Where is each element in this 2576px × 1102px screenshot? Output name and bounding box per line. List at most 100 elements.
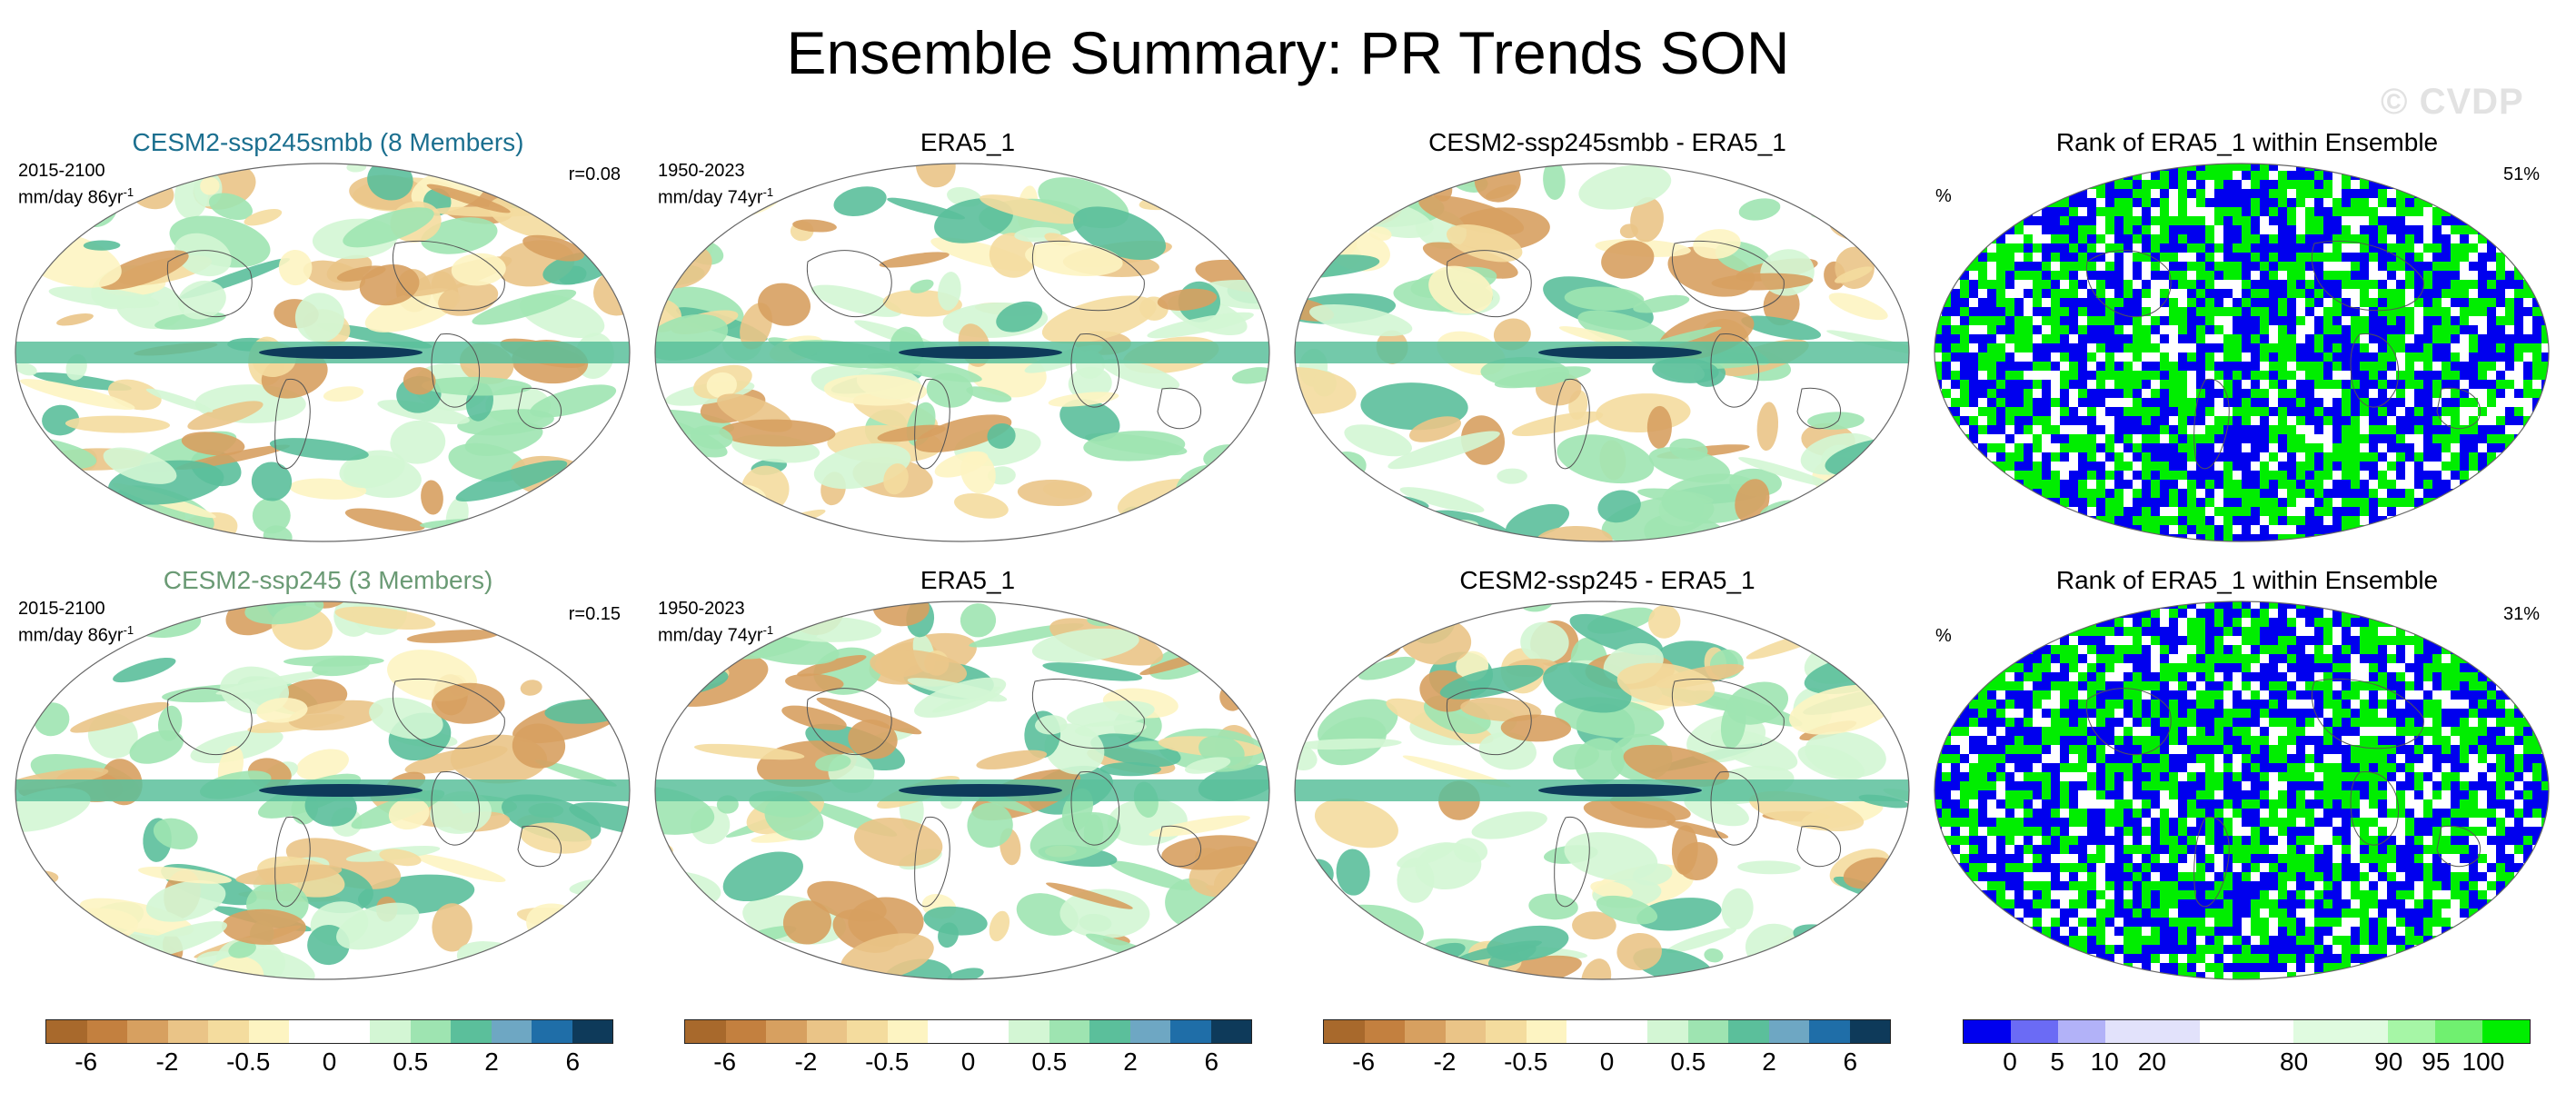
trend-blob — [426, 184, 511, 213]
rank-cell — [2287, 164, 2297, 172]
rank-cell — [1978, 171, 1988, 181]
rank-cell — [2451, 727, 2461, 737]
rank-cell — [2323, 627, 2333, 637]
rank-cell — [2278, 298, 2288, 308]
rank-cell — [1942, 189, 1952, 199]
rank-cell — [2042, 298, 2052, 308]
trend-blob — [44, 164, 104, 188]
rank-cell — [2541, 489, 2549, 499]
rank-cell — [2260, 763, 2270, 773]
rank-cell — [2169, 407, 2179, 417]
rank-cell — [2242, 207, 2252, 217]
rank-cell — [2360, 425, 2370, 435]
rank-cell — [1934, 763, 1943, 773]
rank-cell — [2378, 627, 2388, 637]
rank-cell — [1942, 207, 1952, 217]
trend-blob — [685, 521, 767, 541]
rank-cell — [1969, 398, 1979, 408]
rank-cell — [2269, 745, 2279, 755]
rank-cell — [2387, 452, 2397, 462]
rank-cell — [2278, 316, 2288, 326]
rank-cell — [2260, 243, 2270, 253]
trend-blob — [1295, 955, 1344, 979]
rank-cell — [2478, 443, 2488, 453]
rank-cell — [2060, 709, 2070, 719]
rank-cell — [2478, 480, 2488, 490]
rank-cell — [1987, 736, 1997, 746]
rank-cell — [2269, 343, 2279, 353]
rank-cell — [2260, 234, 2270, 244]
rank-cell — [2251, 601, 2261, 610]
rank-cell — [2414, 180, 2424, 190]
rank-cell — [2269, 316, 2279, 326]
rank-cell — [2469, 416, 2479, 426]
trend-blob — [1066, 700, 1155, 727]
rank-cell — [2214, 307, 2224, 317]
rank-cell — [2169, 343, 2179, 353]
rank-cell — [1978, 271, 1988, 281]
rank-cell — [2233, 700, 2243, 710]
rank-cell — [2024, 471, 2034, 481]
rank-cell — [2069, 180, 2079, 190]
rank-cell — [2005, 380, 2015, 390]
rank-cell — [2214, 207, 2224, 217]
rank-cell — [2351, 480, 2361, 490]
rank-cell — [2414, 280, 2424, 290]
rank-cell — [2278, 289, 2288, 299]
rank-cell — [2378, 609, 2388, 619]
rank-cell — [2469, 352, 2479, 362]
rank-cell — [1978, 690, 1988, 700]
rank-cell — [2369, 225, 2379, 235]
rank-cell — [2214, 663, 2224, 673]
rank-cell — [2105, 601, 2115, 610]
rank-cell — [2541, 471, 2549, 481]
rank-cell — [1969, 243, 1979, 253]
rank-cell — [2205, 289, 2215, 299]
rank-cell — [2133, 443, 2143, 453]
rank-cell — [2242, 745, 2252, 755]
rank-cell — [1987, 334, 1997, 344]
rank-cell — [2432, 298, 2442, 308]
rank-cell — [2351, 709, 2361, 719]
rank-cell — [2496, 216, 2506, 226]
rank-cell — [2123, 207, 2133, 217]
rank-cell — [2342, 253, 2352, 263]
rank-cell — [2414, 709, 2424, 719]
trend-blob — [1786, 164, 1895, 188]
rank-cell — [2296, 525, 2306, 535]
rank-cell — [2051, 489, 2061, 499]
rank-cell — [2342, 389, 2352, 399]
rank-cell — [2187, 471, 2197, 481]
rank-cell — [2178, 745, 2188, 755]
trend-blob — [797, 654, 867, 677]
rank-cell — [2351, 316, 2361, 326]
rank-cell — [2414, 718, 2424, 728]
trend-blob — [1111, 958, 1188, 977]
rank-cell — [2523, 434, 2533, 444]
equatorial-core — [899, 784, 1062, 797]
rank-cell — [1969, 262, 1979, 272]
rank-cell — [1960, 164, 1970, 172]
rank-cell — [2187, 480, 2197, 490]
rank-cell — [2196, 416, 2206, 426]
rank-cell — [2323, 745, 2333, 755]
rank-cell — [1969, 362, 1979, 372]
rank-cell — [2205, 434, 2215, 444]
trend-blob — [113, 657, 176, 683]
rank-cell — [2514, 534, 2524, 541]
rank-cell — [1987, 745, 1997, 755]
rank-cell — [2541, 700, 2549, 710]
rank-cell — [2496, 709, 2506, 719]
rank-cell — [2260, 654, 2270, 664]
rank-cell — [1951, 480, 1961, 490]
rank-cell — [2523, 498, 2533, 508]
rank-cell — [2487, 498, 2497, 508]
rank-cell — [2178, 609, 2188, 619]
rank-cell — [2196, 507, 2206, 517]
rank-cell — [2396, 280, 2406, 290]
rank-cell — [2196, 243, 2206, 253]
rank-cell — [2078, 709, 2088, 719]
rank-cell — [2496, 498, 2506, 508]
rank-cell — [2478, 198, 2488, 208]
rank-cell — [2123, 700, 2133, 710]
